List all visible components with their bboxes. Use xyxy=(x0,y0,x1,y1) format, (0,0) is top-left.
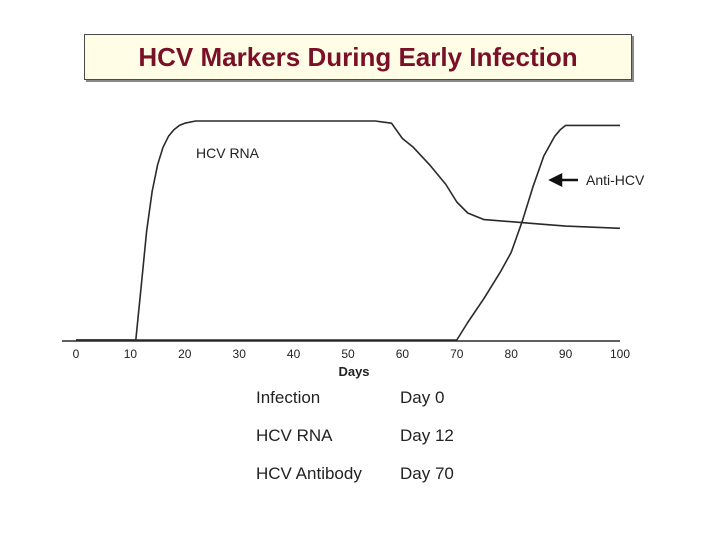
summary-label: HCV RNA xyxy=(256,426,333,445)
title-box: HCV Markers During Early Infection xyxy=(84,34,632,80)
summary-label: Infection xyxy=(256,388,321,407)
summary-label: HCV Antibody xyxy=(256,464,362,483)
x-tick-label: 50 xyxy=(341,347,355,361)
x-tick-label: 10 xyxy=(124,347,138,361)
x-tick-label: 60 xyxy=(396,347,410,361)
x-tick-label: 0 xyxy=(73,347,80,361)
x-tick-label: 70 xyxy=(450,347,464,361)
x-tick-label: 90 xyxy=(559,347,573,361)
x-tick-label: 100 xyxy=(610,347,630,361)
summary-value: Day 0 xyxy=(400,388,445,407)
x-tick-labels: 0 10 20 30 40 50 60 70 80 90 100 xyxy=(73,347,631,361)
x-tick-label: 30 xyxy=(233,347,247,361)
hcv-rna-label: HCV RNA xyxy=(196,145,260,161)
x-axis-label: Days xyxy=(338,364,369,379)
x-tick-label: 80 xyxy=(505,347,519,361)
page-title: HCV Markers During Early Infection xyxy=(138,41,578,72)
anti-hcv-curve xyxy=(76,124,620,341)
x-tick-label: 20 xyxy=(178,347,192,361)
curve-labels: HCV RNA Anti-HCV xyxy=(196,145,645,188)
summary-value: Day 70 xyxy=(400,464,454,483)
curves xyxy=(62,120,621,342)
x-tick-label: 40 xyxy=(287,347,301,361)
summary-value: Day 12 xyxy=(400,426,454,445)
hcv-rna-curve xyxy=(76,120,621,341)
arrow-left-icon xyxy=(548,172,578,188)
anti-hcv-label: Anti-HCV xyxy=(586,172,645,188)
